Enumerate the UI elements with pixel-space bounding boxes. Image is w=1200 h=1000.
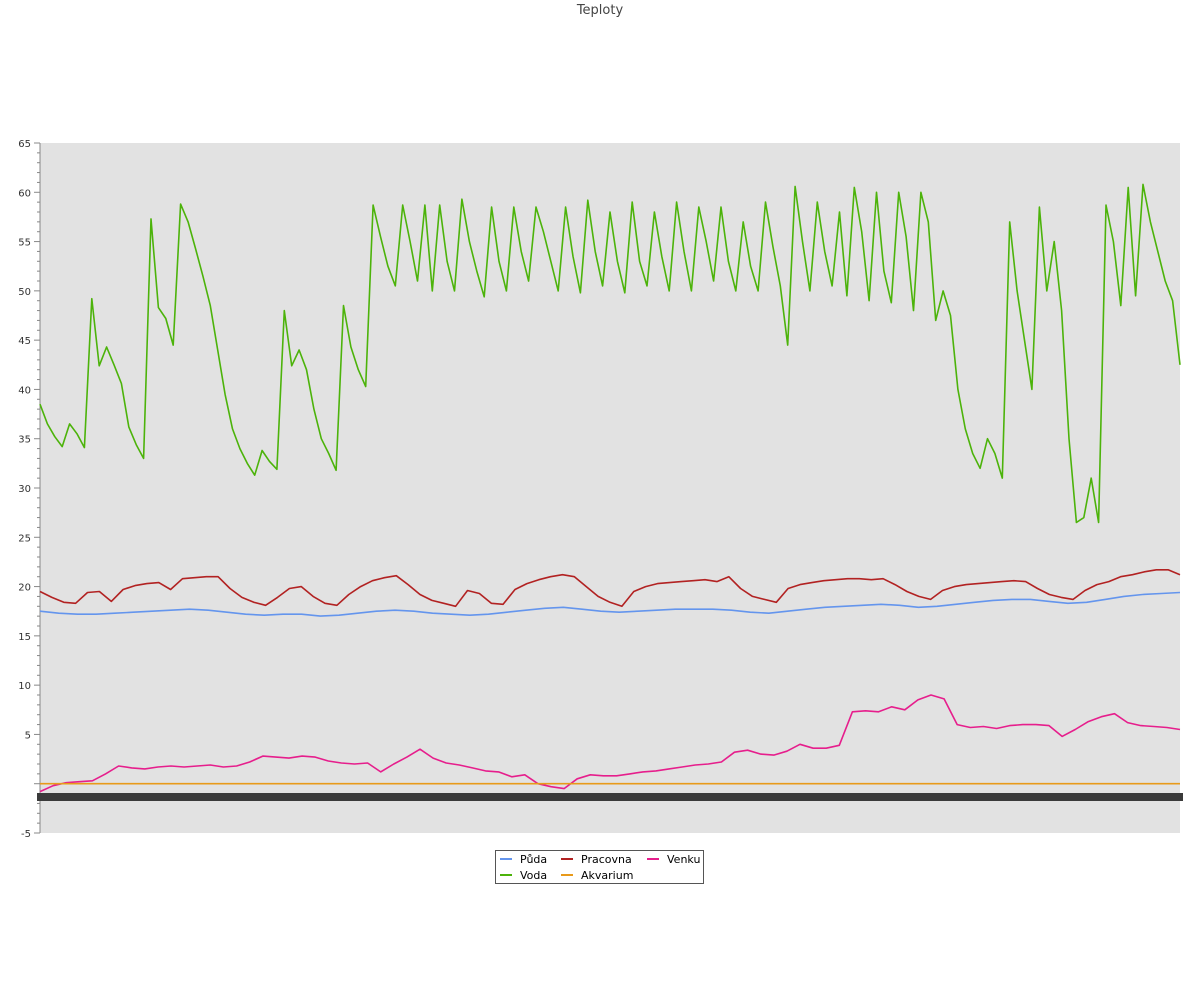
plot-background — [40, 143, 1180, 833]
y-tick-label: -5 — [21, 829, 31, 840]
legend-label-pracovna: Pracovna — [581, 853, 632, 866]
series-line-voda — [39, 183, 1181, 524]
y-tick-label: 40 — [18, 385, 31, 396]
series-line-půda — [39, 591, 1181, 617]
legend-label-puda: Půda — [520, 853, 548, 866]
y-tick-label: 25 — [18, 533, 31, 544]
legend-label-venku: Venku — [667, 853, 701, 866]
series-line-venku — [39, 694, 1181, 793]
legend-swatch-voda — [500, 874, 512, 876]
legend-label-voda: Voda — [520, 869, 548, 882]
legend-item-akvarium: Akvarium — [561, 869, 633, 883]
x-axis-label-band — [37, 793, 1183, 801]
series-line-pracovna — [39, 568, 1181, 608]
y-tick-label: 5 — [25, 730, 31, 741]
y-tick-label: 55 — [18, 238, 31, 249]
legend-item-venku: Venku — [647, 853, 700, 867]
y-tick-label: 50 — [18, 287, 31, 298]
legend-swatch-venku — [647, 858, 659, 860]
legend-item-voda: Voda — [500, 869, 547, 883]
y-tick-label: 15 — [18, 632, 31, 643]
y-tick-label: 30 — [18, 484, 31, 495]
legend-swatch-pracovna — [561, 858, 573, 860]
y-tick-label: 10 — [18, 681, 31, 692]
y-tick-label: 20 — [18, 583, 31, 594]
y-tick-label: 35 — [18, 435, 31, 446]
y-axis-ticks: -5 5 10 15 20 25 30 35 40 45 50 55 60 65 — [18, 139, 40, 840]
chart-title: Teploty — [576, 3, 624, 18]
y-tick-label: 45 — [18, 336, 31, 347]
legend-label-akvarium: Akvarium — [581, 869, 634, 882]
legend-item-puda: Půda — [500, 853, 547, 867]
legend-swatch-puda — [500, 858, 512, 860]
legend-item-pracovna: Pracovna — [561, 853, 632, 867]
y-tick-label: 60 — [18, 188, 31, 199]
legend-swatch-akvarium — [561, 874, 573, 876]
y-tick-label: 65 — [18, 139, 31, 150]
legend: Půda Voda Pracovna Akvarium Venku — [495, 850, 704, 884]
series-layer — [39, 183, 1181, 793]
